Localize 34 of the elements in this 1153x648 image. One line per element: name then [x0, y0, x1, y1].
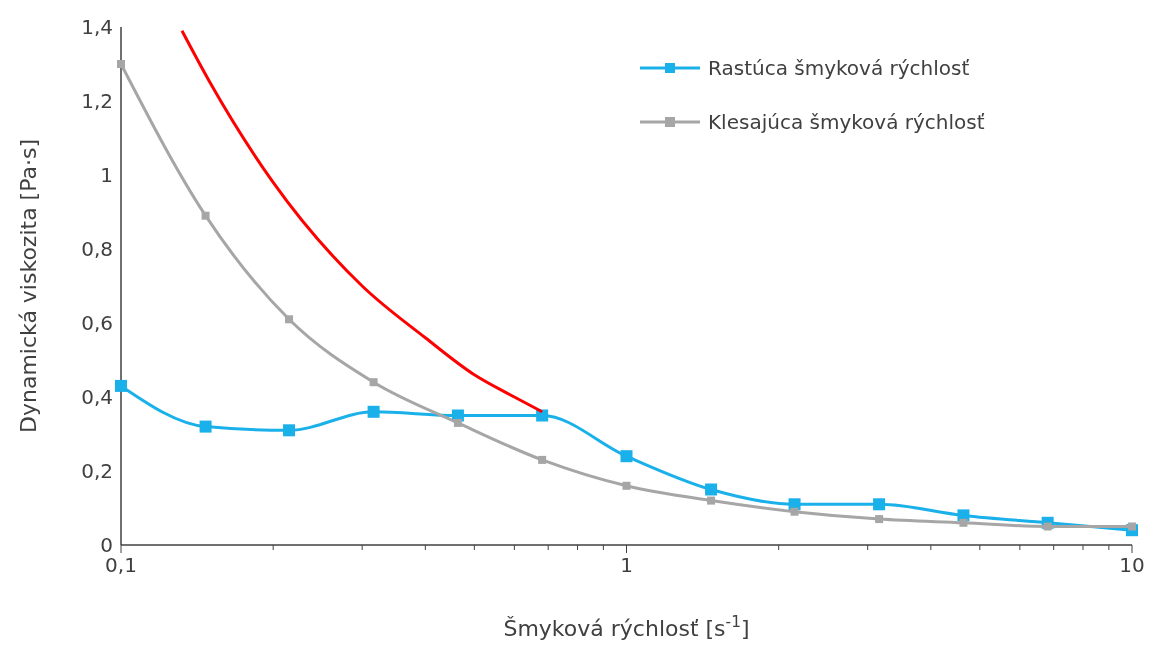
point: [285, 315, 294, 324]
point: [283, 424, 296, 437]
point: [453, 418, 462, 427]
point: [707, 496, 716, 505]
y-tick-label: 0,8: [81, 237, 113, 261]
x-axis-title: Šmyková rýchlosť [s$^{-1}$]: [503, 613, 750, 641]
y-tick-label: 1,4: [81, 15, 113, 39]
point: [959, 518, 968, 527]
y-tick-label: 1: [100, 163, 113, 187]
x-tick-label: 1: [620, 553, 633, 577]
legend-label: Klesajúca šmyková rýchlosť: [708, 110, 985, 134]
y-tick-label: 0,2: [81, 459, 113, 483]
point: [367, 405, 380, 418]
point: [536, 409, 549, 422]
point: [1128, 522, 1136, 531]
legend-label: Rastúca šmyková rýchlosť: [708, 56, 970, 80]
point: [620, 450, 633, 463]
point: [705, 483, 718, 496]
point: [538, 455, 547, 464]
x-tick-label: 10: [1119, 553, 1145, 577]
point: [369, 378, 378, 387]
y-axis-title: Dynamická viskozita [Pa·s]: [16, 138, 41, 434]
point: [199, 420, 212, 433]
point: [117, 60, 125, 68]
point: [622, 481, 631, 490]
point: [790, 507, 799, 516]
point: [873, 498, 886, 511]
point: [1043, 522, 1052, 531]
point: [201, 211, 210, 220]
y-tick-label: 1,2: [81, 89, 113, 113]
point: [115, 379, 127, 392]
y-tick-label: 0,4: [81, 385, 113, 409]
y-tick-label: 0,6: [81, 311, 113, 335]
point: [875, 515, 884, 524]
